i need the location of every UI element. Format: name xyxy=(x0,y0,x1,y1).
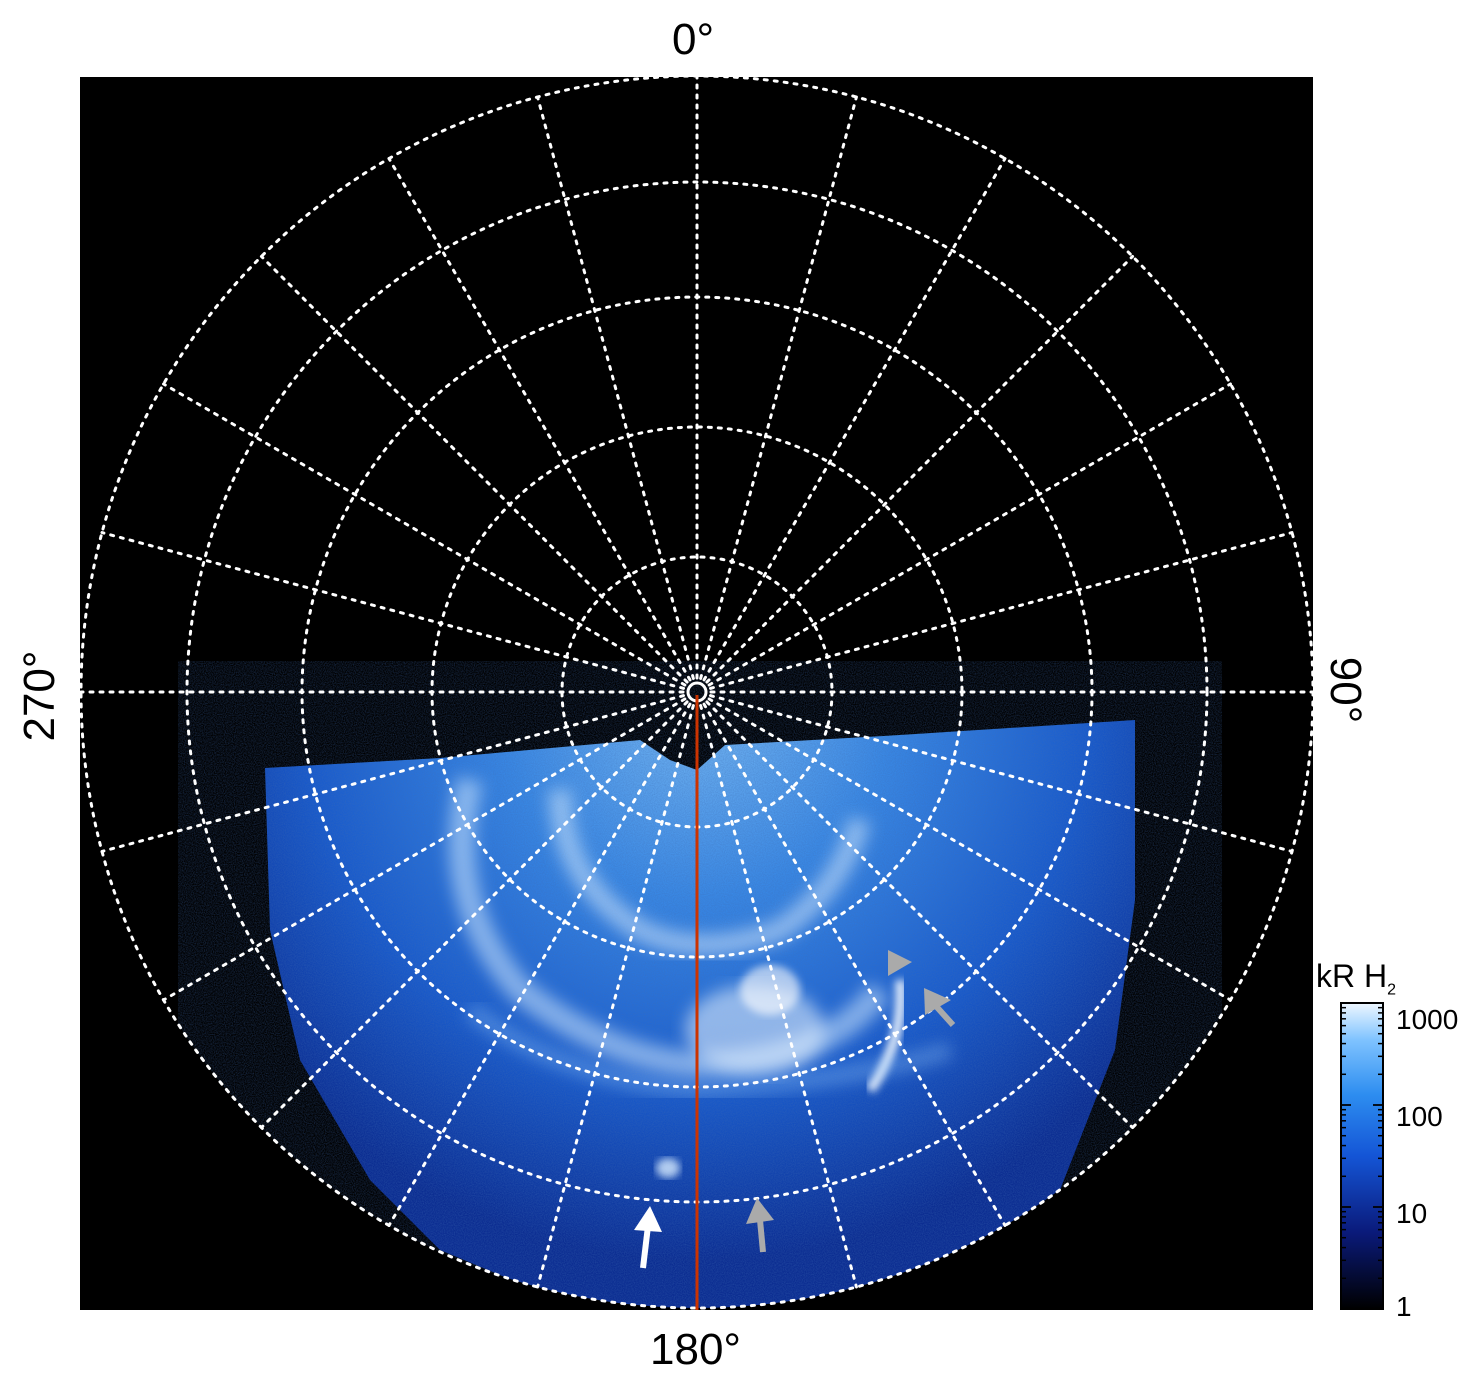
meridian-line xyxy=(709,531,1294,690)
meridian-line xyxy=(702,157,1007,682)
grey-arrow-right xyxy=(924,988,956,1028)
meridian-line xyxy=(387,157,692,682)
meridian-line xyxy=(100,531,685,690)
meridian-line xyxy=(699,704,858,1289)
meridian-line xyxy=(259,254,689,684)
meridian-line xyxy=(536,704,695,1289)
grey-arrow-upper xyxy=(888,950,912,976)
auroral-emission xyxy=(265,720,1135,1308)
lon-label-0: 0° xyxy=(672,15,715,64)
colorbar-tick-10: 10 xyxy=(1396,1198,1428,1229)
lon-label-90: 90° xyxy=(1321,656,1370,724)
meridian-line xyxy=(699,95,858,680)
meridian-line xyxy=(705,700,1135,1130)
meridian-line xyxy=(702,702,1007,1227)
colorbar-tick-100: 100 xyxy=(1396,1101,1443,1132)
white-arrow xyxy=(634,1206,662,1269)
meridian-line xyxy=(259,700,689,1130)
colorbar-title-subscript: 2 xyxy=(1387,981,1397,999)
colorbar xyxy=(1340,1002,1384,1310)
meridian-line xyxy=(707,697,1232,1002)
meridian-line xyxy=(707,382,1232,687)
meridian-line xyxy=(162,697,687,1002)
colorbar-title-main: kR H xyxy=(1316,958,1388,994)
lon-label-180: 180° xyxy=(650,1325,742,1374)
meridian-line xyxy=(387,702,692,1227)
meridian-line xyxy=(705,254,1135,684)
meridian-line xyxy=(100,694,685,853)
longitude-grid xyxy=(80,77,1313,1310)
meridian-line xyxy=(536,95,695,680)
colorbar-tick-marks xyxy=(1341,1002,1383,1310)
meridian-line xyxy=(709,694,1294,853)
lon-label-270: 270° xyxy=(15,650,64,742)
grey-arrow-bottom xyxy=(746,1198,774,1253)
colorbar-tick-1: 1 xyxy=(1396,1291,1412,1322)
meridian-line xyxy=(162,382,687,687)
colorbar-title: kR H2 xyxy=(1316,960,1396,998)
colorbar-tick-1000: 1000 xyxy=(1396,1004,1459,1035)
